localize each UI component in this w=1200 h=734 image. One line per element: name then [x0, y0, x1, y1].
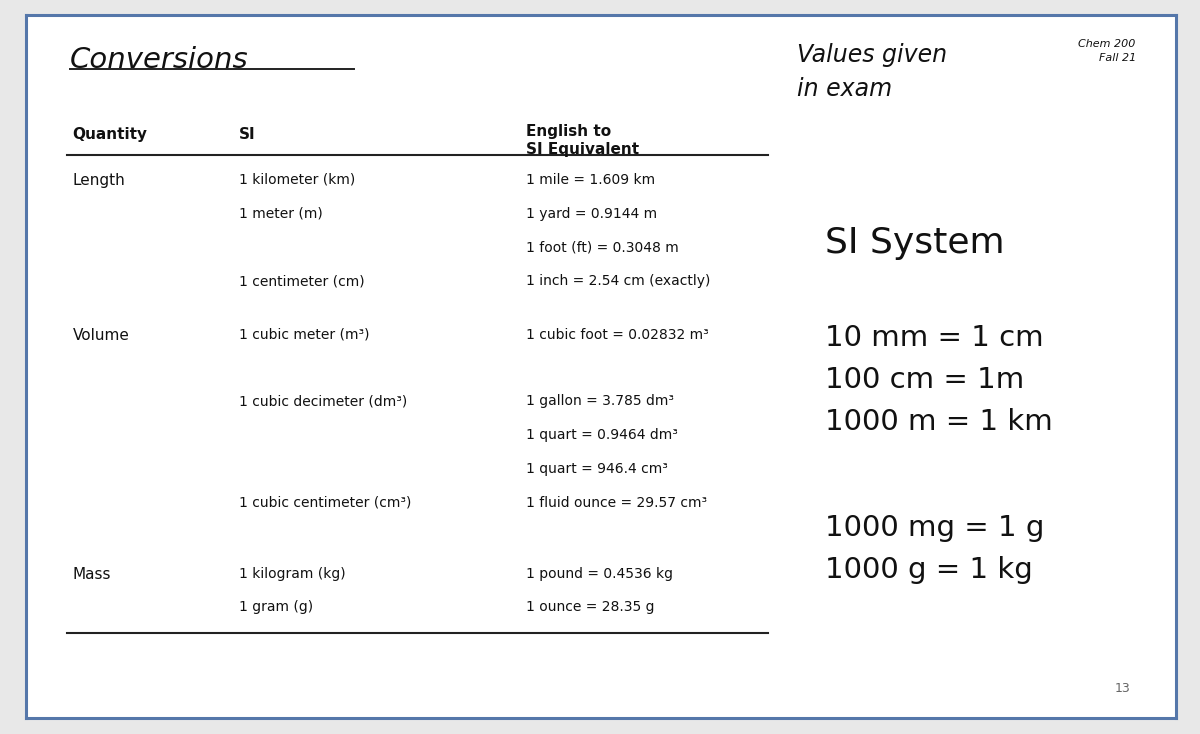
Text: 1 kilogram (kg): 1 kilogram (kg) — [239, 567, 346, 581]
Text: 1 quart = 0.9464 dm³: 1 quart = 0.9464 dm³ — [527, 428, 678, 442]
Text: 1 yard = 0.9144 m: 1 yard = 0.9144 m — [527, 207, 658, 221]
Text: 1 centimeter (cm): 1 centimeter (cm) — [239, 275, 365, 288]
Text: Quantity: Quantity — [72, 127, 148, 142]
Text: 1000 mg = 1 g: 1000 mg = 1 g — [826, 514, 1045, 542]
Text: Mass: Mass — [72, 567, 110, 581]
Text: 1 fluid ounce = 29.57 cm³: 1 fluid ounce = 29.57 cm³ — [527, 495, 708, 509]
Text: 1 gram (g): 1 gram (g) — [239, 600, 313, 614]
Text: 13: 13 — [1115, 683, 1130, 695]
Text: Length: Length — [72, 173, 125, 188]
Text: 1 cubic meter (m³): 1 cubic meter (m³) — [239, 327, 370, 341]
Text: 1 pound = 0.4536 kg: 1 pound = 0.4536 kg — [527, 567, 673, 581]
Text: 1000 m = 1 km: 1000 m = 1 km — [826, 408, 1054, 437]
Text: 1000 g = 1 kg: 1000 g = 1 kg — [826, 556, 1033, 584]
Text: 1 cubic centimeter (cm³): 1 cubic centimeter (cm³) — [239, 495, 412, 509]
Text: 1 kilometer (km): 1 kilometer (km) — [239, 173, 355, 187]
Text: 1 foot (ft) = 0.3048 m: 1 foot (ft) = 0.3048 m — [527, 241, 679, 255]
Text: SI System: SI System — [826, 225, 1004, 260]
Text: 1 quart = 946.4 cm³: 1 quart = 946.4 cm³ — [527, 462, 668, 476]
Text: 10 mm = 1 cm: 10 mm = 1 cm — [826, 324, 1044, 352]
Text: 1 mile = 1.609 km: 1 mile = 1.609 km — [527, 173, 655, 187]
Text: 1 meter (m): 1 meter (m) — [239, 207, 323, 221]
Text: Chem 200
Fall 21: Chem 200 Fall 21 — [1079, 40, 1135, 63]
Text: 100 cm = 1m: 100 cm = 1m — [826, 366, 1025, 394]
Text: Values given
in exam: Values given in exam — [797, 43, 947, 101]
Text: Conversions: Conversions — [70, 46, 248, 74]
Text: 1 gallon = 3.785 dm³: 1 gallon = 3.785 dm³ — [527, 394, 674, 408]
Text: 1 inch = 2.54 cm (exactly): 1 inch = 2.54 cm (exactly) — [527, 275, 710, 288]
Text: SI: SI — [239, 127, 256, 142]
Text: English to
SI Equivalent: English to SI Equivalent — [527, 123, 640, 156]
Text: Volume: Volume — [72, 327, 130, 343]
Text: 1 ounce = 28.35 g: 1 ounce = 28.35 g — [527, 600, 655, 614]
Text: 1 cubic foot = 0.02832 m³: 1 cubic foot = 0.02832 m³ — [527, 327, 709, 341]
Text: 1 cubic decimeter (dm³): 1 cubic decimeter (dm³) — [239, 394, 407, 408]
